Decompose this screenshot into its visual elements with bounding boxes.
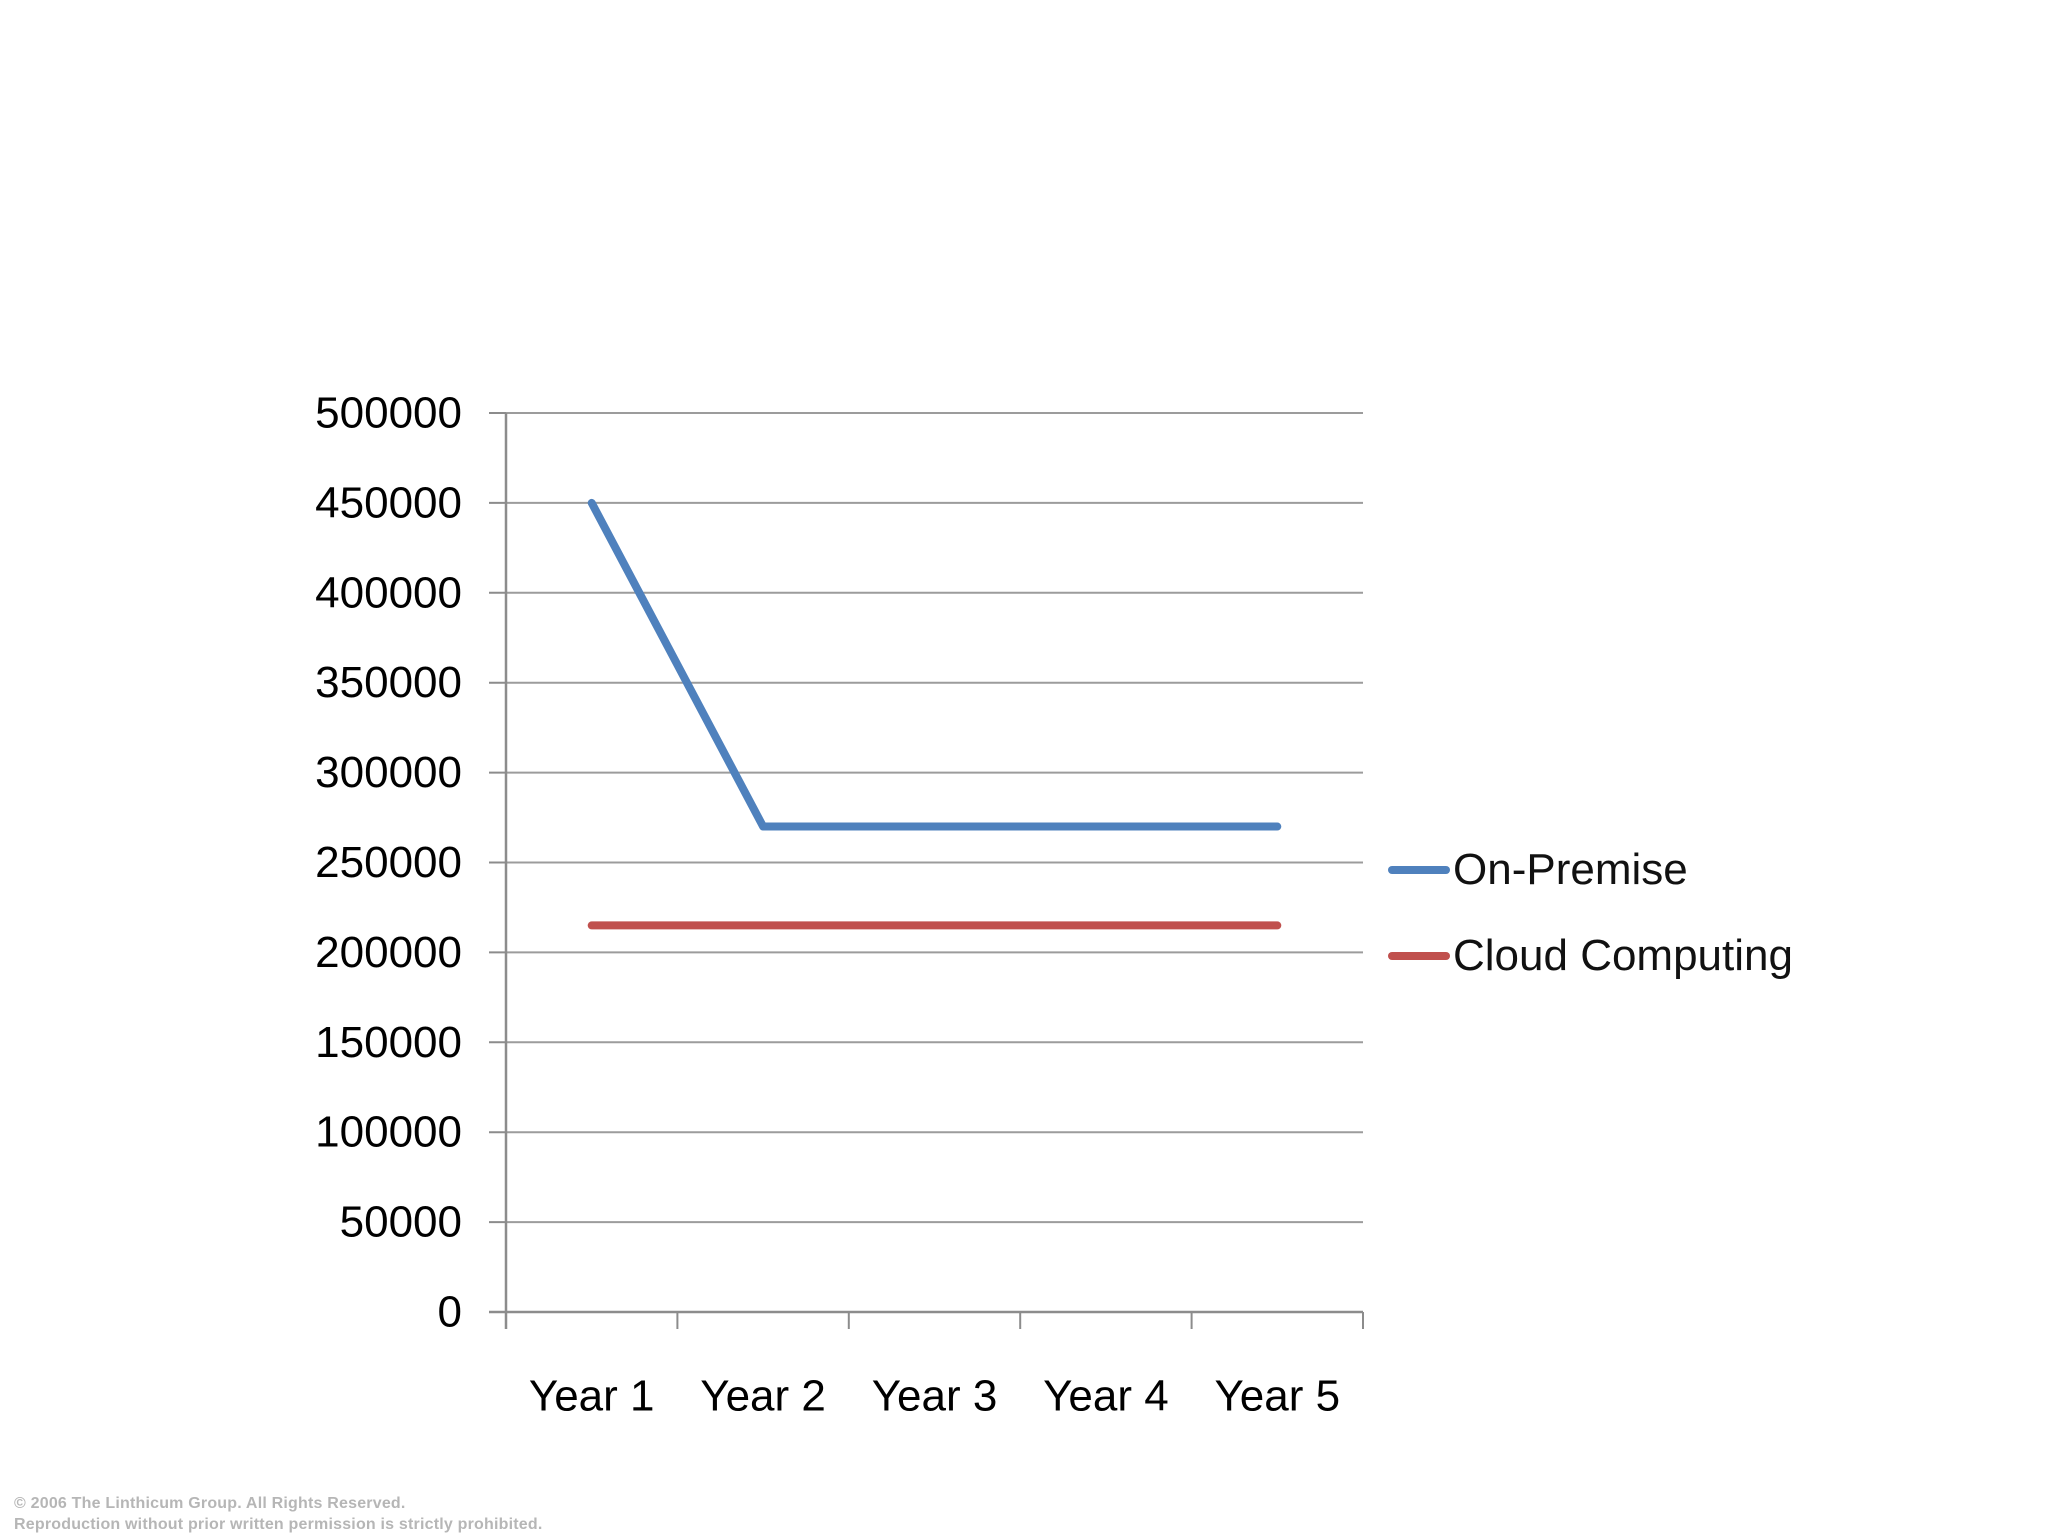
y-tick-label: 200000 (315, 928, 462, 977)
legend-item-on-premise: On-Premise (1388, 845, 1793, 894)
legend-item-cloud-computing: Cloud Computing (1388, 931, 1793, 980)
y-tick-label: 100000 (315, 1108, 462, 1157)
copyright-line-2: Reproduction without prior written permi… (14, 1516, 543, 1533)
x-tick-label: Year 1 (529, 1372, 655, 1421)
copyright-notice: © 2006 The Linthicum Group. All Rights R… (14, 1493, 543, 1535)
x-tick-label: Year 5 (1214, 1372, 1340, 1421)
chart-legend: On-Premise Cloud Computing (1388, 845, 1793, 1018)
y-tick-label: 400000 (315, 568, 462, 617)
x-tick-label: Year 2 (700, 1372, 826, 1421)
y-tick-label: 500000 (315, 389, 462, 438)
y-tick-label: 150000 (315, 1018, 462, 1067)
x-tick-label: Year 4 (1043, 1372, 1169, 1421)
y-tick-label: 50000 (340, 1198, 462, 1247)
on-premise-line-swatch-icon (1388, 866, 1450, 874)
cloud-computing-line-swatch-icon (1388, 952, 1450, 960)
x-tick-label: Year 3 (872, 1372, 998, 1421)
y-tick-label: 0 (438, 1288, 462, 1337)
legend-label-on-premise: On-Premise (1453, 845, 1688, 894)
y-tick-label: 450000 (315, 478, 462, 527)
legend-label-cloud-computing: Cloud Computing (1453, 931, 1793, 980)
y-tick-label: 250000 (315, 838, 462, 887)
copyright-line-1: © 2006 The Linthicum Group. All Rights R… (14, 1495, 406, 1512)
y-tick-label: 300000 (315, 748, 462, 797)
y-tick-label: 350000 (315, 658, 462, 707)
series-line-on-premise (587, 498, 1282, 831)
